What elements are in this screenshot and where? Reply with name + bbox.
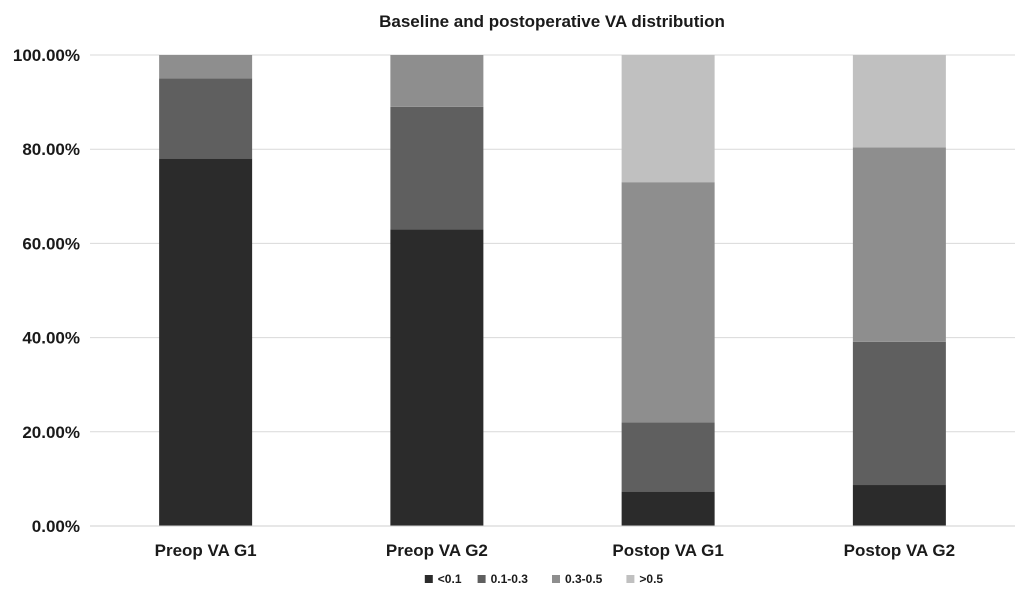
legend-swatch [552, 575, 560, 583]
bar-segment [852, 55, 946, 148]
bar-segment [621, 422, 715, 492]
y-tick-label: 20.00% [22, 423, 80, 442]
x-tick-label: Postop VA G2 [844, 541, 955, 560]
y-tick-label: 40.00% [22, 329, 80, 348]
bar-segment [621, 182, 715, 423]
legend-label: >0.5 [639, 572, 663, 586]
legend-swatch [626, 575, 635, 583]
bar-segment [621, 491, 715, 526]
legend-label: 0.1-0.3 [491, 572, 529, 586]
x-tick-label: Postop VA G1 [612, 541, 723, 560]
bar-segment [852, 341, 946, 486]
legend-label: 0.3-0.5 [565, 572, 603, 586]
bars [159, 55, 946, 526]
bar-segment [159, 55, 253, 79]
y-axis-ticks: 0.00% 20.00% 40.00% 60.00% 80.00% 100.00% [13, 46, 80, 536]
y-tick-label: 0.00% [32, 517, 80, 536]
bar-segment [390, 229, 484, 526]
chart-title: Baseline and postoperative VA distributi… [379, 12, 725, 31]
x-tick-label: Preop VA G2 [386, 541, 488, 560]
legend-label: <0.1 [438, 572, 462, 586]
x-axis-ticks: Preop VA G1 Preop VA G2 Postop VA G1 Postop… [155, 541, 956, 560]
y-tick-label: 60.00% [22, 234, 80, 253]
y-tick-label: 100.00% [13, 46, 80, 65]
bar-segment [159, 78, 253, 159]
legend-swatch [477, 575, 486, 583]
bar-segment [390, 106, 484, 230]
bar-segment [852, 485, 946, 526]
x-tick-label: Preop VA G1 [155, 541, 257, 560]
legend: <0.1 0.1-0.3 0.3-0.5 >0.5 [424, 572, 663, 586]
bar-segment [390, 55, 484, 107]
bar-segment [621, 55, 715, 183]
legend-swatch [424, 575, 433, 583]
bar-segment [159, 158, 253, 526]
bar-segment [852, 147, 946, 342]
y-tick-label: 80.00% [22, 140, 80, 159]
